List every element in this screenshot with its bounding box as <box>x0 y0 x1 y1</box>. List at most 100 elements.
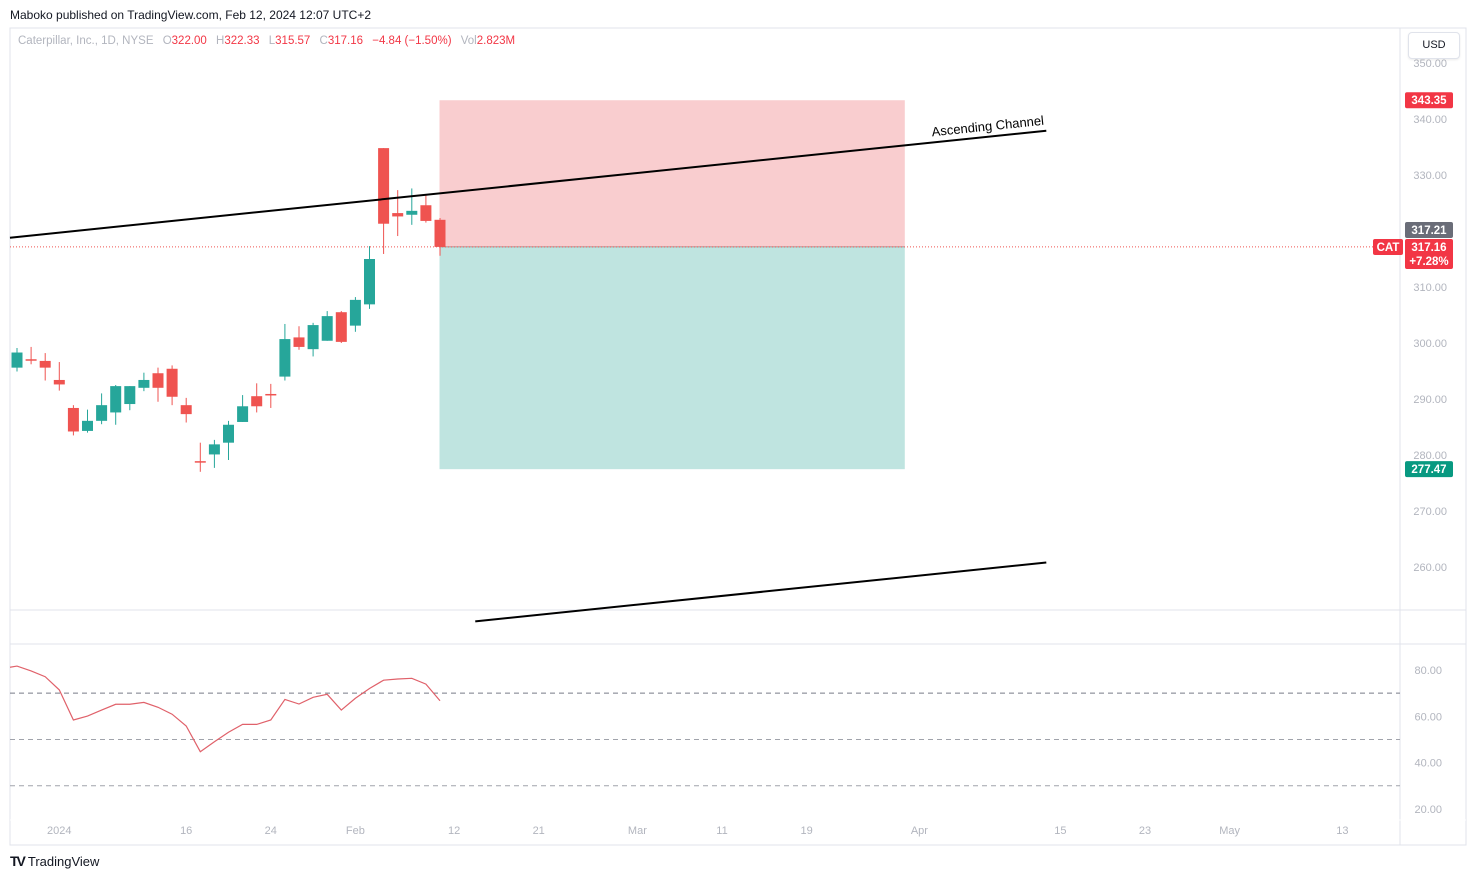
candle <box>434 217 446 256</box>
open-label: O <box>162 35 172 47</box>
candle-body <box>166 368 178 397</box>
time-tick-label: 19 <box>800 825 812 837</box>
price-tick-label: 340.00 <box>1413 114 1447 126</box>
candle <box>307 322 319 357</box>
candle-body <box>265 393 277 396</box>
chart-frame <box>9 27 1467 846</box>
close-value: 317.16 <box>327 35 364 47</box>
candle <box>194 442 206 472</box>
candle <box>321 311 333 341</box>
candle <box>138 372 150 392</box>
candle <box>11 348 23 372</box>
target-price-tag-bg <box>1405 461 1453 478</box>
price-tick-label: 280.00 <box>1413 450 1447 462</box>
rsi-tick-label: 60.00 <box>1414 711 1442 723</box>
time-tick-label: 16 <box>180 825 192 837</box>
candle-body <box>251 396 263 407</box>
time-tick-label: 21 <box>533 825 545 837</box>
price-tick-label: 260.00 <box>1413 562 1447 574</box>
trendline-upper <box>9 129 1047 239</box>
candle-body <box>406 210 418 215</box>
candle-body <box>364 259 375 305</box>
volume-value: 2.823M <box>476 35 516 47</box>
candle <box>293 326 305 350</box>
time-tick-label: Apr <box>911 825 928 837</box>
candle-body <box>392 213 404 217</box>
candle <box>124 386 136 411</box>
publish-info: Maboko published on TradingView.com, Feb… <box>10 8 372 22</box>
open-value: 322.00 <box>171 35 207 47</box>
candle-body <box>307 325 319 350</box>
candle <box>237 395 249 422</box>
symbol-title[interactable]: Caterpillar, Inc., 1D, NYSE <box>18 35 154 47</box>
last-change-text: +7.28% <box>1409 256 1448 268</box>
candle <box>251 383 263 413</box>
rsi-tick-label: 40.00 <box>1414 758 1442 770</box>
candle-body <box>293 337 305 347</box>
prev-close-tag: 317.21 <box>1405 222 1453 238</box>
last-price-tag-bg <box>1405 239 1453 269</box>
candle <box>378 148 390 254</box>
take-profit-zone <box>439 246 905 470</box>
candle-body <box>180 405 192 415</box>
target-price-text: 277.47 <box>1411 464 1446 476</box>
tradingview-logo[interactable]: TV TradingView <box>10 853 99 869</box>
candle-body <box>96 405 108 421</box>
price-tick-label: 310.00 <box>1413 282 1447 294</box>
time-tick-label: 11 <box>716 825 727 837</box>
prev-close-text: 317.21 <box>1411 225 1447 237</box>
time-tick-label: 23 <box>1139 825 1151 837</box>
candle-body <box>349 299 361 326</box>
candle <box>53 362 65 391</box>
stop-loss-zone <box>439 100 905 247</box>
candle-body <box>420 205 432 221</box>
candle <box>25 346 37 365</box>
time-tick-label: 12 <box>448 825 460 837</box>
price-tick-label: 330.00 <box>1413 170 1447 182</box>
last-price-tag: 317.16 +7.28% <box>1405 239 1453 269</box>
candle <box>208 439 220 468</box>
candle <box>406 188 418 225</box>
change-value: −4.84 (−1.50%) <box>372 35 452 47</box>
candle-body <box>223 424 234 443</box>
price-tick-label: 290.00 <box>1413 394 1447 406</box>
candle-body <box>194 461 206 463</box>
candle-body <box>39 360 51 368</box>
stop-price-tag-bg <box>1405 92 1453 109</box>
target-price-tag: 277.47 <box>1405 461 1453 478</box>
candle <box>364 246 375 309</box>
time-tick-label: Mar <box>628 825 647 837</box>
candle <box>349 297 361 332</box>
candle-body <box>11 352 23 368</box>
candle-body <box>53 379 65 385</box>
candle <box>39 353 51 381</box>
rsi-line <box>9 665 441 753</box>
low-label: L <box>268 35 276 47</box>
candle <box>335 311 347 343</box>
high-label: H <box>216 35 225 47</box>
candle-body <box>335 312 347 342</box>
candle-body <box>208 444 220 455</box>
time-tick-label: 2024 <box>47 825 71 837</box>
stop-price-tag: 343.35 <box>1405 92 1453 109</box>
candle-body <box>124 386 136 405</box>
candle <box>67 405 79 436</box>
candle-body <box>279 339 291 377</box>
candle <box>420 195 432 223</box>
close-label: C <box>319 35 328 47</box>
candle-body <box>152 373 164 388</box>
tradingview-logo-text: TradingView <box>27 853 100 869</box>
price-tick-label: 300.00 <box>1413 338 1447 350</box>
symbol-tag-bg <box>1373 239 1403 255</box>
tradingview-logo-icon: TV <box>10 853 26 869</box>
time-tick-label: Feb <box>346 825 365 837</box>
time-tick-label: 24 <box>265 825 277 837</box>
time-tick-label: May <box>1219 825 1240 837</box>
low-value: 315.57 <box>275 35 311 47</box>
candle <box>166 365 178 406</box>
candle-body <box>321 316 333 341</box>
currency-button[interactable]: USD <box>1408 32 1460 59</box>
last-price-text: 317.16 <box>1411 242 1446 254</box>
trendline-label: Ascending Channel <box>931 113 1045 140</box>
